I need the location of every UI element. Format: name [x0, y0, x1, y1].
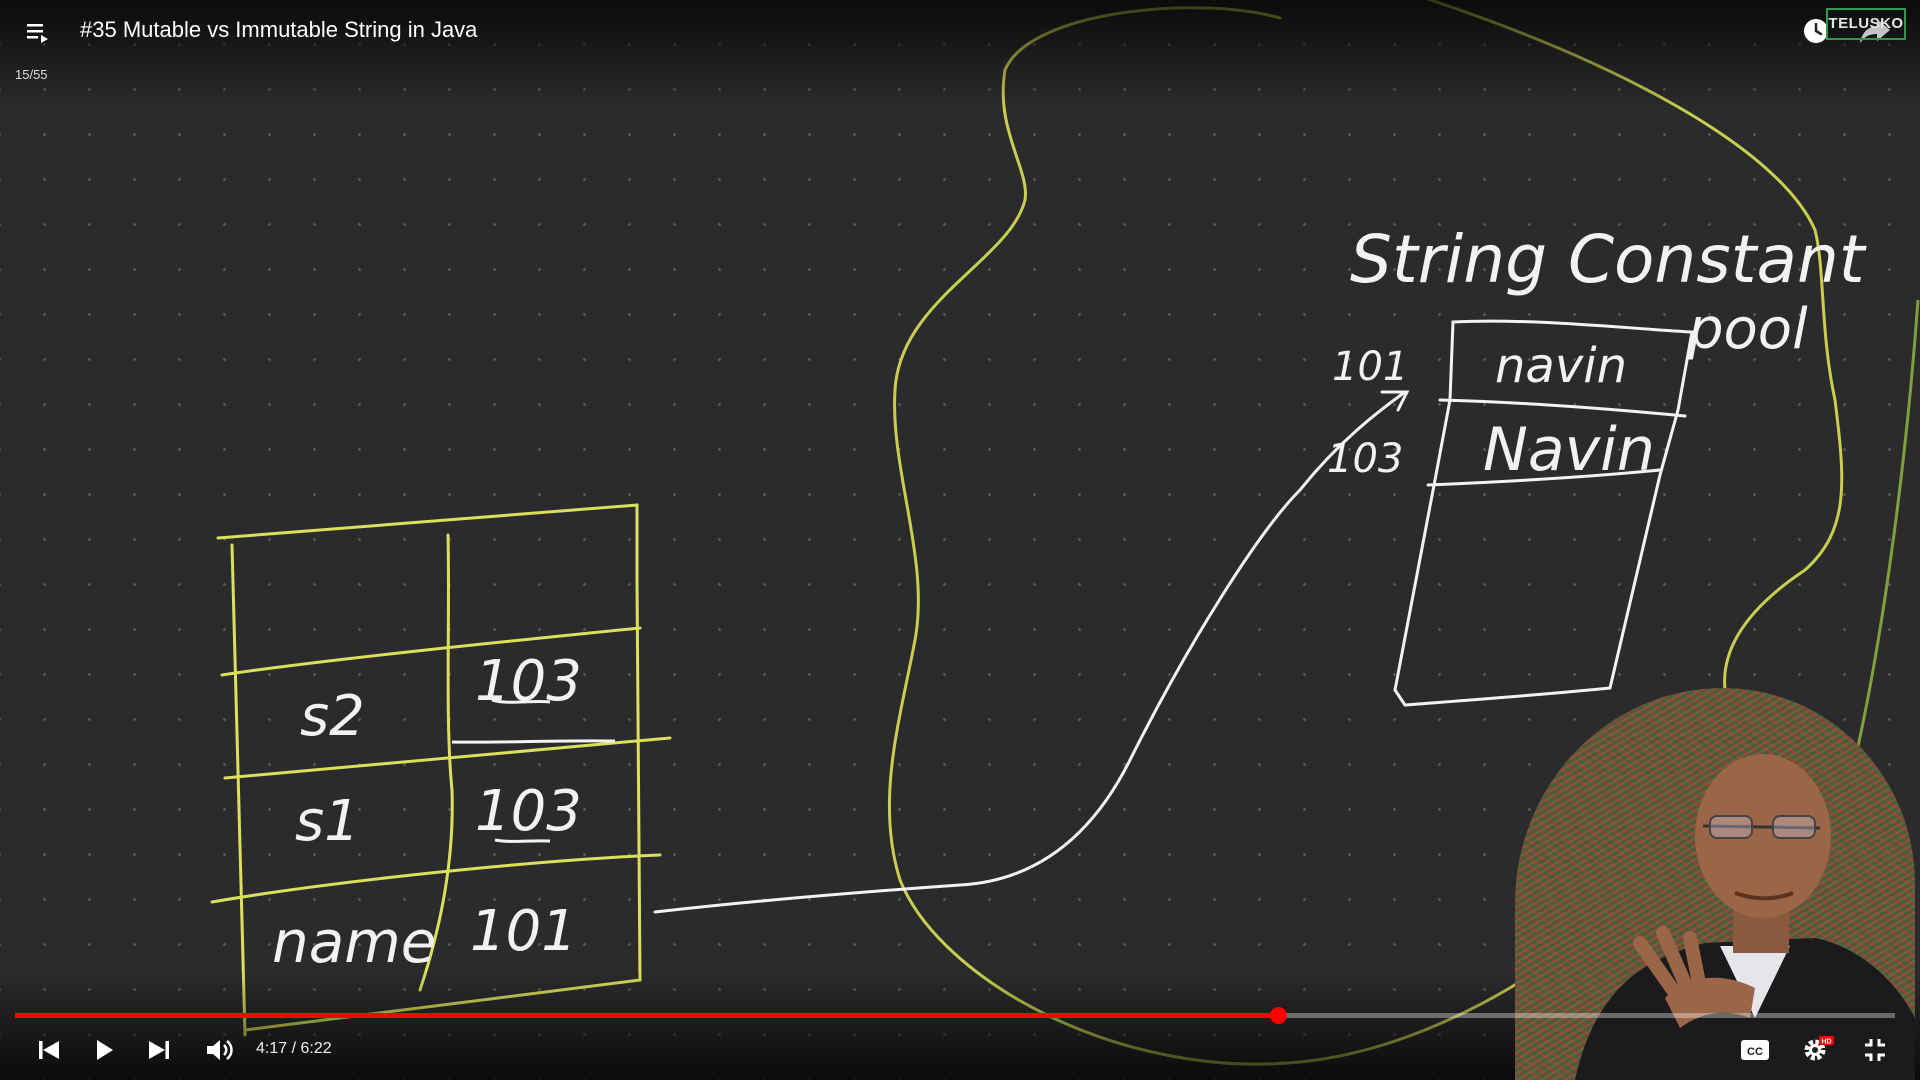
heap-label-line2: pool — [1687, 297, 1808, 362]
stack-row-name-address: 101 — [470, 899, 577, 964]
svg-text:CC: CC — [1747, 1046, 1763, 1058]
duration: 6:22 — [300, 1040, 332, 1057]
heap-outline-edge — [1853, 299, 1920, 761]
presenter-figure — [1575, 754, 1915, 1080]
stack-row-name-name: name — [272, 908, 436, 976]
hd-badge: HD — [1821, 1038, 1831, 1045]
pool-box — [1393, 319, 1694, 707]
pool-entry-1-value: navin — [1495, 338, 1627, 394]
skip-next-icon[interactable] — [138, 1033, 180, 1067]
clock-icon[interactable] — [1801, 16, 1831, 46]
gear-icon[interactable]: HD — [1794, 1033, 1836, 1067]
stack-row-s2-address: 103 — [475, 649, 582, 714]
stack-row-s1-name: s1 — [295, 789, 360, 854]
video-title[interactable]: #35 Mutable vs Immutable String in Java — [80, 17, 478, 42]
progress-scrubber[interactable] — [1270, 1007, 1288, 1024]
reference-arrow — [653, 390, 1407, 914]
progress-played — [15, 1013, 1279, 1018]
play-icon[interactable] — [83, 1033, 125, 1067]
time-separator: / — [287, 1040, 301, 1057]
channel-watermark[interactable]: TELUSKO — [1826, 8, 1906, 40]
playlist-index: 15/55 — [15, 67, 48, 82]
volume-icon[interactable] — [198, 1033, 240, 1067]
presenter-video — [1515, 688, 1915, 1080]
heap-label: String Constant — [1350, 221, 1867, 298]
progress-bar[interactable] — [15, 1007, 1895, 1024]
share-icon[interactable] — [1858, 14, 1892, 46]
exit-fullscreen-icon[interactable] — [1854, 1033, 1896, 1067]
cc-icon[interactable]: CC — [1734, 1033, 1776, 1067]
top-overlay — [0, 0, 1920, 110]
current-time: 4:17 — [256, 1040, 288, 1057]
pool-entry-2-address: 103 — [1327, 436, 1403, 482]
pool-entry-1-address: 101 — [1332, 344, 1408, 390]
stack-row-s2-name: s2 — [300, 684, 365, 749]
playlist-icon[interactable] — [24, 18, 52, 46]
skip-previous-icon[interactable] — [28, 1033, 70, 1067]
stack-row-s1-address: 103 — [475, 779, 582, 844]
time-display: 4:17 / 6:22 — [256, 1040, 332, 1058]
pool-entry-2-value: Navin — [1483, 415, 1655, 485]
